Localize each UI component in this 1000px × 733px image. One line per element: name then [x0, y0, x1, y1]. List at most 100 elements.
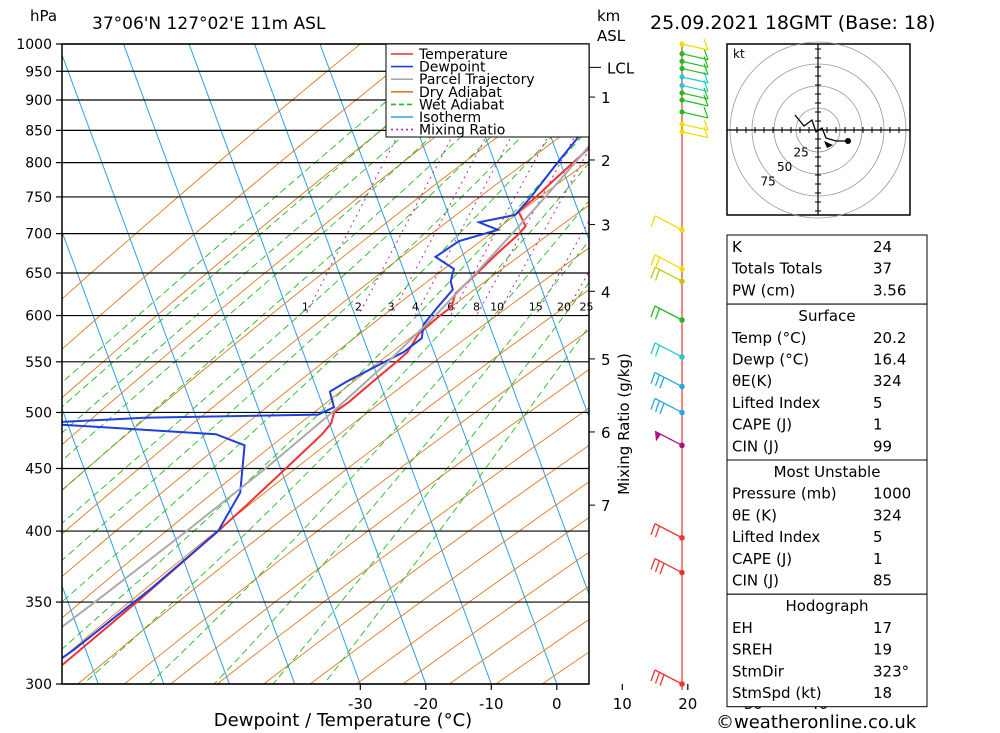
pressure-tick-label: 850: [25, 123, 52, 139]
table-label: Pressure (mb): [732, 485, 837, 503]
wind-barb-feather: [703, 87, 709, 100]
table-value: 1: [873, 416, 883, 434]
wind-barb-shaft: [654, 266, 683, 282]
wind-barb-feather: [659, 402, 665, 415]
mixing-ratio-label: 15: [529, 301, 543, 314]
wind-level-dot: [679, 129, 685, 135]
pressure-tick-label: 400: [25, 524, 52, 540]
wind-barb-feather: [650, 254, 656, 267]
hodograph-indices-box: [726, 593, 928, 708]
mixing-ratio-label: 4: [412, 301, 419, 314]
wind-barb-shaft: [681, 111, 709, 119]
wind-barb-shaft: [654, 342, 683, 358]
km-tick-label: 7: [601, 497, 611, 515]
dry-adiabat-line: [62, 204, 589, 619]
legend-label: Temperature: [418, 47, 508, 63]
table-label: PW (cm): [732, 281, 795, 299]
legend-label: Mixing Ratio: [419, 123, 505, 139]
wind-barb-feather: [650, 267, 656, 279]
most-unstable-title: Most Unstable: [774, 463, 881, 481]
wind-barb-feather: [654, 308, 661, 320]
temperature-tick-label: 0: [552, 695, 562, 713]
wind-barb-feather: [654, 672, 661, 684]
wind-barb-column: [650, 38, 709, 690]
index-tables: K 24 Totals Totals 37 PW (cm) 3.56 Surface Temp…: [726, 234, 928, 708]
wet-adiabat-line: [323, 325, 589, 684]
wind-barb-feather: [650, 305, 656, 318]
wind-level-dot: [679, 266, 685, 272]
wind-barb-feather: [650, 372, 656, 384]
dry-adiabat-line: [263, 444, 589, 684]
wind-barb-shaft: [681, 84, 709, 93]
temperature-tick-label: 10: [613, 695, 632, 713]
hodograph-ring-label: 25: [793, 146, 808, 160]
profile-dewpoint: [62, 123, 589, 660]
wind-barb-shaft: [654, 557, 683, 574]
wind-barb-feather: [650, 558, 656, 570]
wet-adiabat-line: [62, 127, 589, 650]
wind-barb-shaft: [681, 76, 709, 84]
mixing-ratio-label: 3: [388, 301, 395, 314]
mixing-ratio-label: 1: [302, 301, 309, 314]
mixing-ratio-line: [535, 219, 589, 316]
isotherm-line: [254, 44, 492, 684]
km-axis: 7 6 5 4 3 2 1 LCL: [588, 44, 635, 684]
table-value: 17: [873, 619, 892, 637]
table-value: 37: [873, 260, 892, 278]
pressure-tick-label: 700: [25, 227, 52, 243]
surface-box: [726, 303, 928, 461]
wet-adiabat-line: [272, 281, 589, 684]
table-label: Lifted Index: [732, 394, 820, 412]
wind-barb-shaft: [654, 371, 683, 388]
pressure-tick-label: 600: [25, 309, 52, 325]
table-label: EH: [732, 619, 753, 637]
table-label: CAPE (J): [732, 416, 792, 434]
isotherm-line: [188, 44, 427, 684]
wind-barb-feather: [650, 669, 656, 682]
wind-barb-feather: [703, 106, 709, 119]
wet-adiabat-line: [62, 95, 589, 603]
wind-barb-feather: [650, 342, 656, 355]
wet-adiabat-line: [62, 65, 589, 561]
dry-adiabat-line: [309, 481, 589, 684]
legend-label: Parcel Trajectory: [419, 72, 535, 88]
wind-barb-feather: [703, 118, 709, 131]
wind-barb-feather: [654, 256, 661, 269]
wind-barb-feather: [703, 94, 709, 107]
pressure-tick-label: 500: [25, 405, 52, 421]
station-location: 37°06'N 127°02'E 11m ASL: [92, 14, 326, 34]
most-unstable-box: [726, 459, 928, 595]
wind-barb-feather: [703, 126, 709, 138]
mixing-ratio-line: [586, 310, 589, 316]
isotherm-line: [450, 44, 589, 419]
wet-adiabat-line: [62, 44, 479, 408]
table-value: 323°: [873, 662, 909, 680]
pressure-tick-label: 900: [25, 93, 52, 109]
table-label: StmSpd (kt): [732, 684, 822, 702]
lcl-label: LCL: [607, 59, 635, 77]
table-value: 5: [873, 528, 883, 546]
mixing-ratio-line: [496, 148, 589, 316]
x-axis-title: Dewpoint / Temperature (°C): [214, 710, 472, 731]
table-value: 85: [873, 572, 892, 590]
wind-barb-shaft: [681, 123, 709, 131]
isotherm-line: [516, 44, 589, 242]
isotherm-line: [319, 44, 558, 684]
pressure-tick-label: 350: [25, 595, 52, 611]
mixing-ratio-line: [476, 109, 589, 316]
table-value: 1: [873, 550, 883, 568]
table-label: K: [732, 238, 743, 256]
pressure-tick-label: 300: [25, 677, 52, 693]
wind-barb-shaft: [681, 43, 709, 51]
dry-adiabat-line: [62, 114, 589, 535]
km-tick-label: 3: [601, 217, 611, 235]
wind-barb-shaft: [654, 305, 683, 321]
wind-barb-feather: [650, 215, 656, 228]
pressure-tick-label: 550: [25, 355, 52, 371]
km-tick-label: 5: [601, 351, 611, 369]
profile-temperature: [62, 146, 589, 667]
surface-title: Surface: [798, 307, 855, 325]
table-label: CAPE (J): [732, 550, 792, 568]
